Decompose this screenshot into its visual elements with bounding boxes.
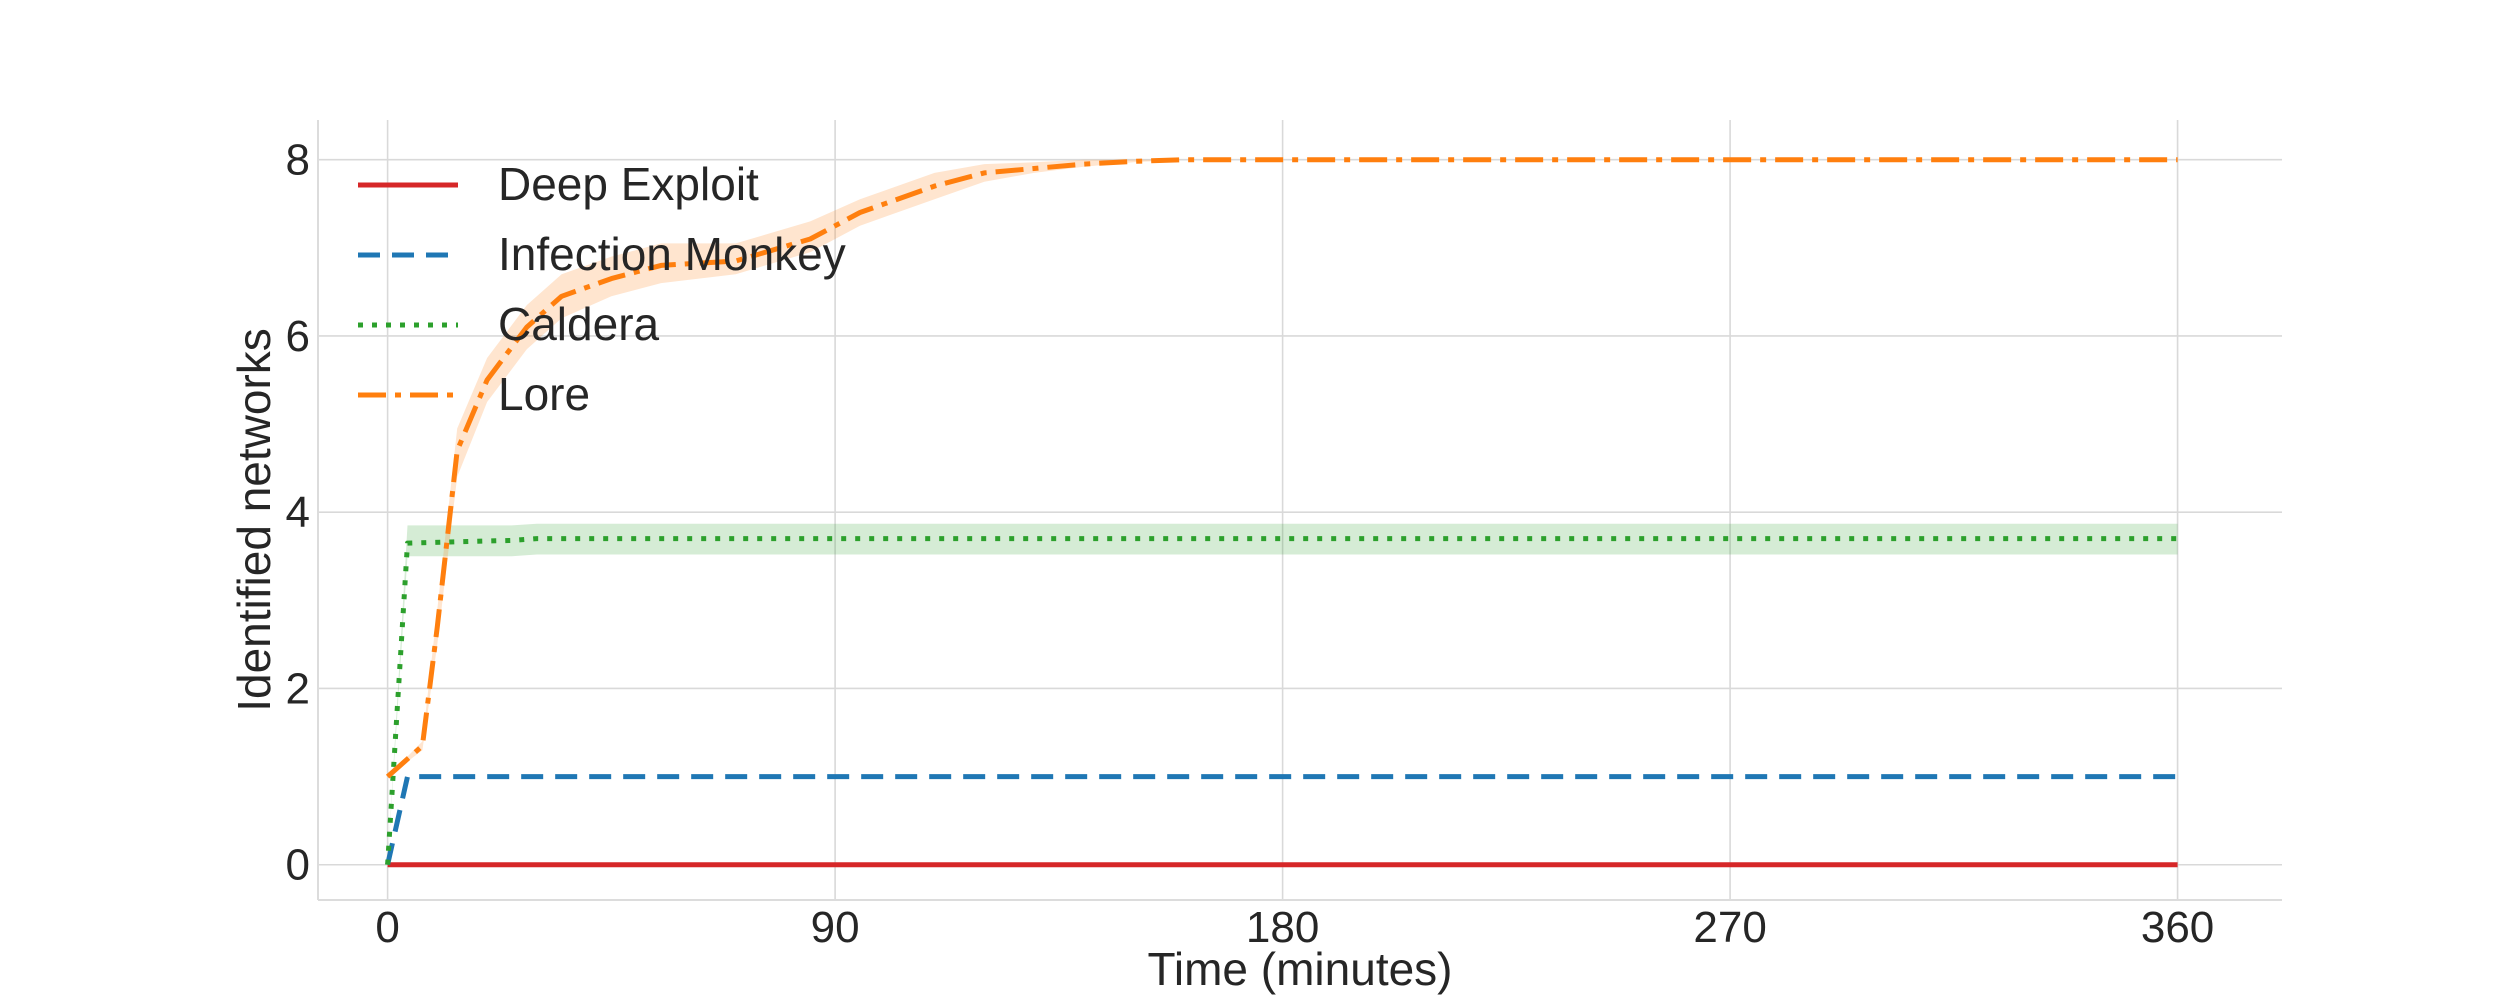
legend-label: Infection Monkey [498,228,846,280]
x-tick-label: 270 [1693,903,1766,952]
x-tick-label: 360 [2141,903,2214,952]
series-line-caldera [385,536,2178,865]
legend: Deep Exploit Infection Monkey Caldera Lore [358,158,846,420]
series-lines [385,157,2178,868]
series-line-lore [385,157,2178,779]
y-tick-label: 8 [286,136,310,185]
series-line-infection-monkey [385,774,2178,866]
y-axis-label: Identified networks [228,328,280,712]
axes [317,120,2282,901]
x-tick-label: 180 [1246,903,1319,952]
tick-labels: 0 90 180 270 360 0 2 4 6 8 [286,136,2215,952]
x-axis-label: Time (minutes) [1148,943,1453,995]
y-tick-label: 4 [286,488,310,537]
y-tick-label: 2 [286,664,310,713]
legend-label: Caldera [498,298,660,350]
x-tick-label: 90 [811,903,860,952]
y-tick-label: 0 [286,841,310,890]
legend-label: Deep Exploit [498,158,759,210]
x-tick-label: 0 [375,903,399,952]
y-tick-label: 6 [286,312,310,361]
legend-label: Lore [498,368,590,420]
